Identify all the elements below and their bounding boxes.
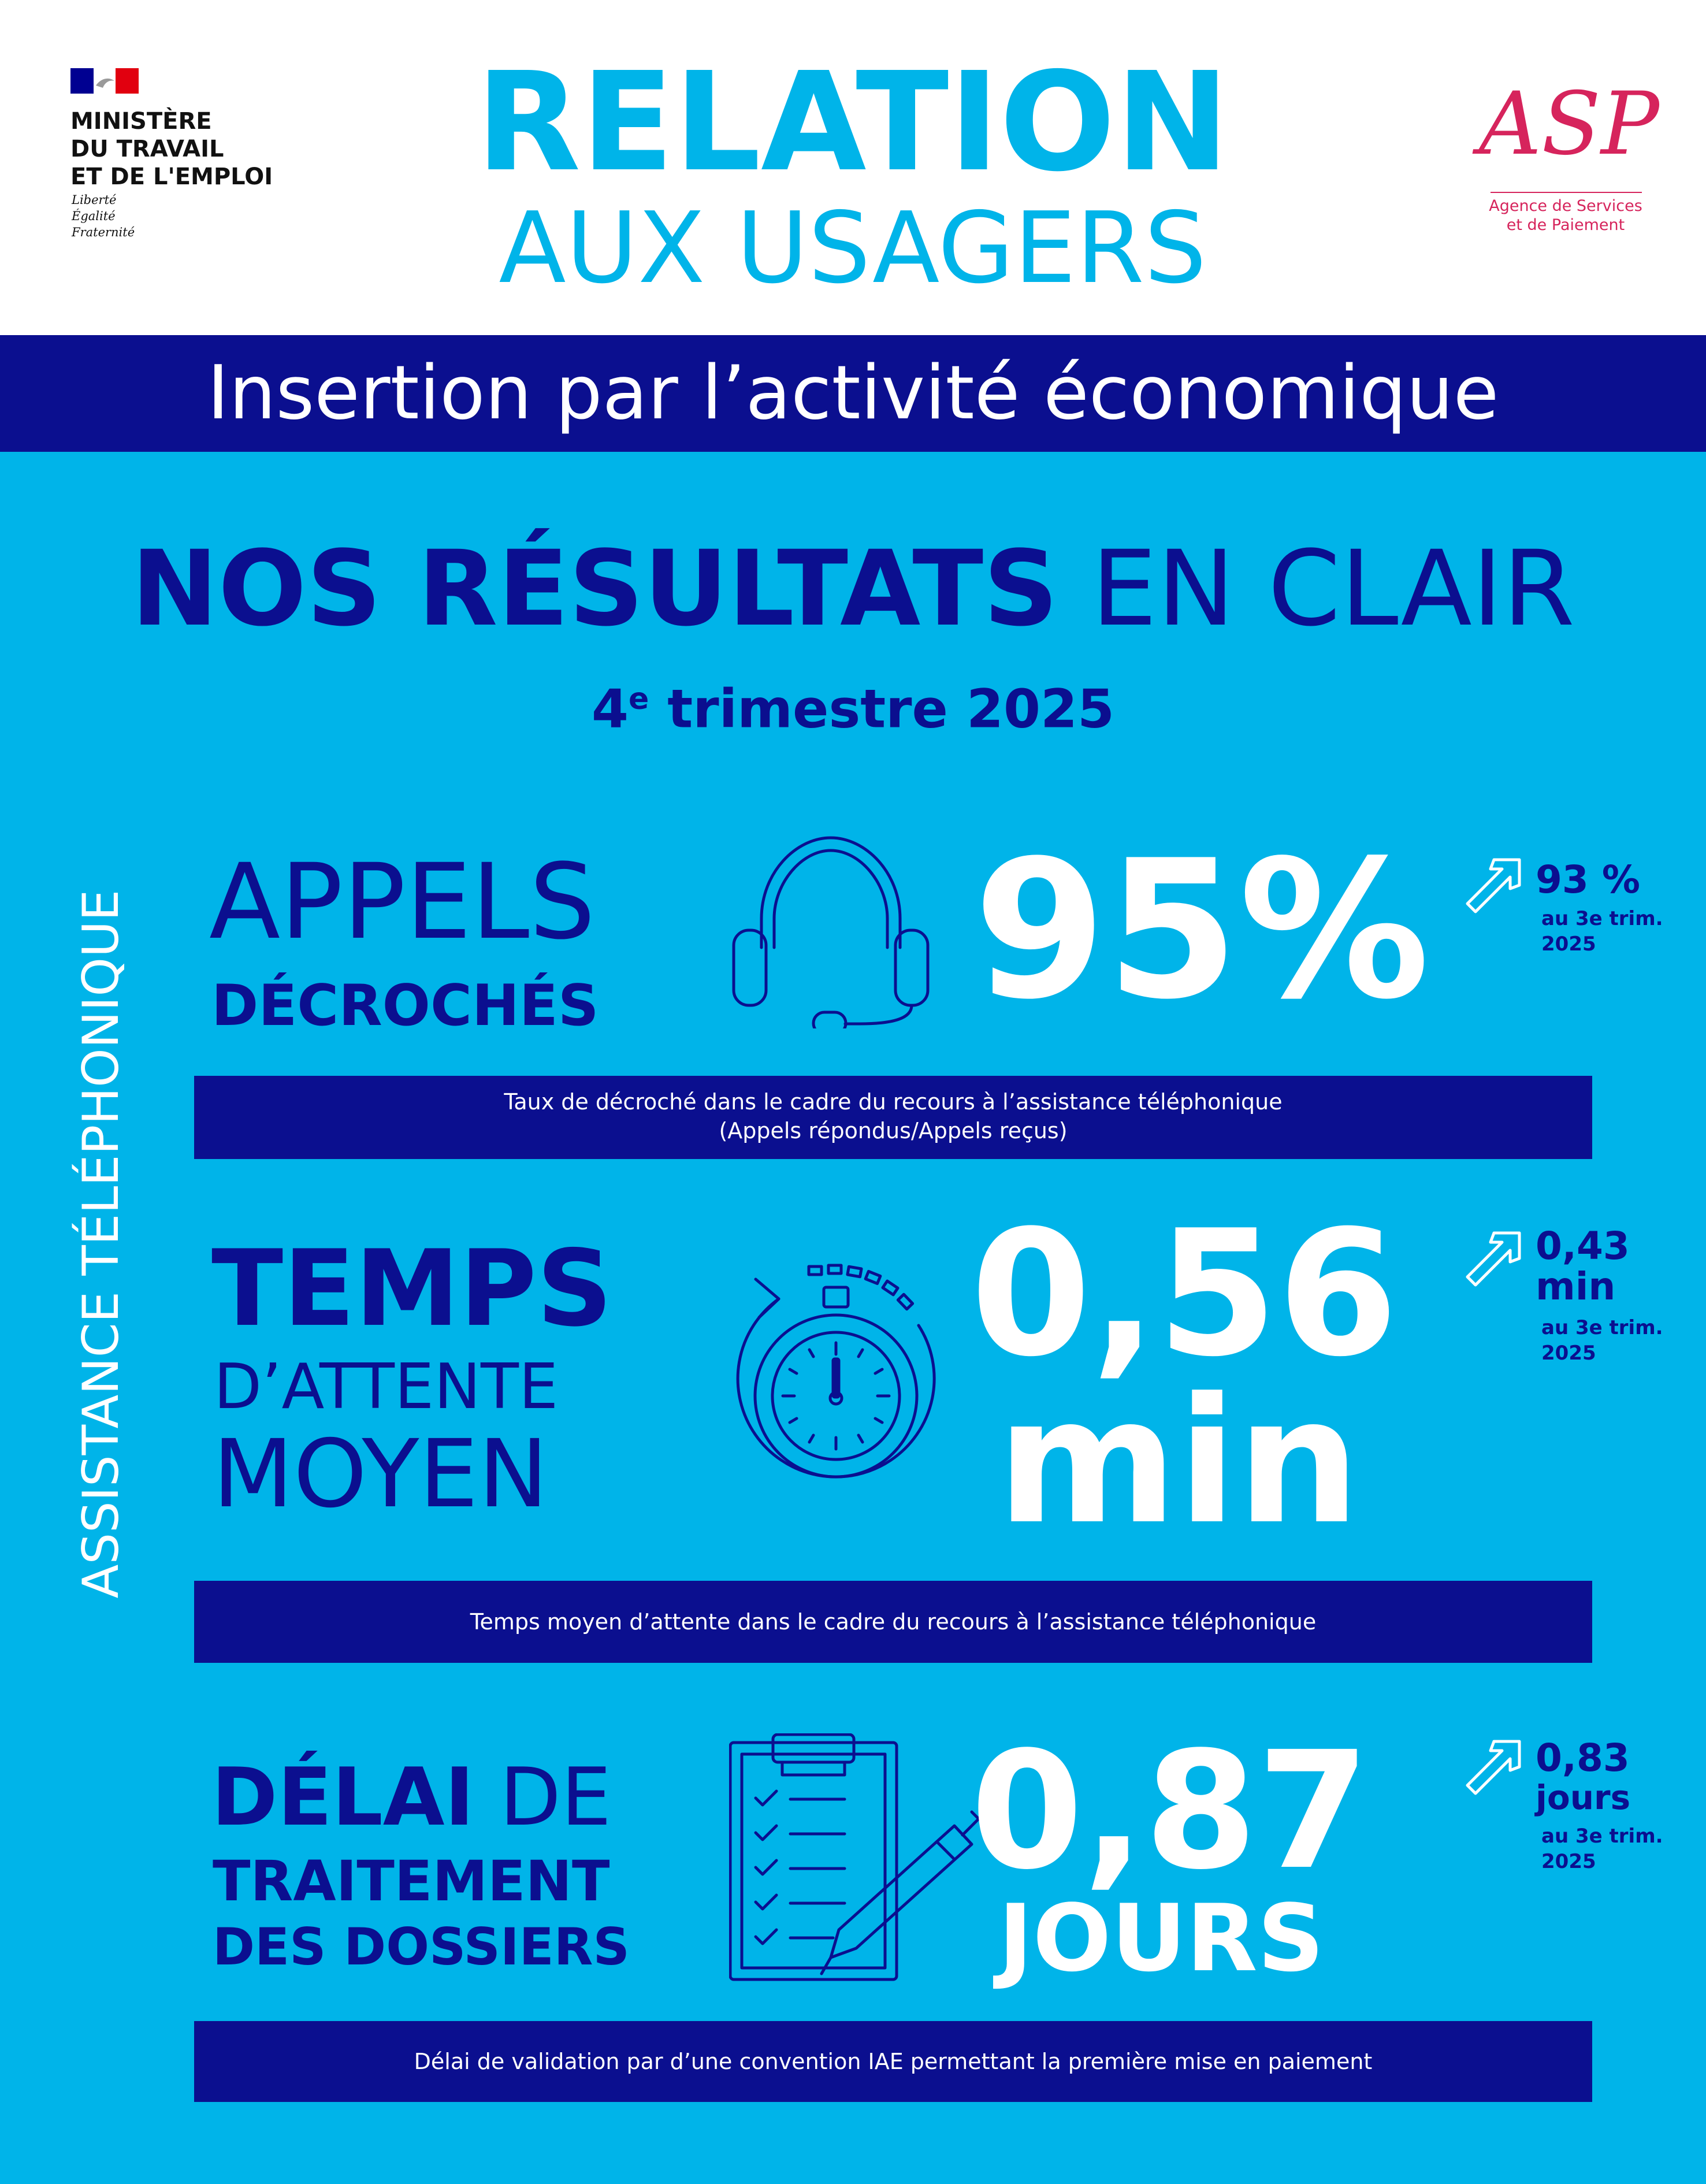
metric3-label-bold: DÉLAI <box>211 1751 474 1844</box>
motto-fraternite: Fraternité <box>72 225 135 239</box>
motto-liberte: Liberté <box>72 193 117 207</box>
metric3-value-number: 0,87 <box>971 1717 1370 1906</box>
period-number: 4 <box>591 678 629 740</box>
asp-subtitle-line2: et de Paiement <box>1506 216 1625 234</box>
header <box>0 0 1706 335</box>
metric3-label-light: DE <box>499 1751 612 1844</box>
metric2-label-line2: D’ATTENTE <box>214 1351 559 1423</box>
metric1-previous-value: 93 % <box>1536 857 1640 902</box>
metric2-description-line1: Temps moyen d’attente dans le cadre du r… <box>470 1609 1317 1635</box>
metric1-trend-arrow-icon <box>1462 854 1525 918</box>
metric3-previous-value: 0,83 <box>1536 1736 1630 1780</box>
metric3-previous-unit: jours <box>1536 1778 1631 1817</box>
metric2-previous-unit: min <box>1536 1264 1616 1309</box>
metric2-value-unit: min <box>997 1361 1361 1562</box>
section-title: NOS RÉSULTATS EN CLAIR <box>0 532 1706 647</box>
metric3-previous-ref: au 3e trim. <box>1541 1825 1663 1848</box>
metric3-value-unit: JOURS <box>998 1884 1324 1992</box>
main-title-line1: RELATION <box>475 43 1230 202</box>
metric1-label-line1: APPELS <box>209 842 596 963</box>
metric2-previous-ref: au 3e trim. <box>1541 1316 1663 1339</box>
metric1-description-box: Taux de décroché dans le cadre du recour… <box>194 1076 1592 1159</box>
metric3-description-line1: Délai de validation par d’une convention… <box>414 2049 1373 2074</box>
metric3-description-box: Délai de validation par d’une convention… <box>194 2021 1592 2102</box>
headset-icon <box>727 832 935 1028</box>
ministry-name-line3: ET DE L'EMPLOI <box>70 164 273 190</box>
metric2-value-number: 0,56 <box>971 1193 1399 1395</box>
metric2-description-box: Temps moyen d’attente dans le cadre du r… <box>194 1581 1592 1663</box>
metric1-previous-ref-text: au 3e trim. <box>1541 907 1663 930</box>
asp-divider <box>1491 192 1642 193</box>
asp-logo: ASP Agence de Services et de Paiement <box>1479 69 1660 243</box>
period-superscript: e <box>628 682 649 716</box>
metric3-label-line3: DES DOSSIERS <box>213 1917 630 1977</box>
ministry-name-line2: DU TRAVAIL <box>70 136 224 162</box>
stopwatch-icon <box>711 1257 959 1506</box>
main-title-line2: AUX USAGERS <box>499 191 1207 306</box>
metric3-label-line2: TRAITEMENT <box>213 1849 610 1914</box>
metric1-previous-ref: au 3e trim. <box>1541 906 1663 931</box>
metric2-previous-year: 2025 <box>1541 1342 1596 1365</box>
ministry-name-line1: MINISTÈRE <box>70 108 212 135</box>
period-subtitle: 4e trimestre 2025 <box>0 664 1706 740</box>
metric2-label-line1: TEMPS <box>211 1227 613 1350</box>
section-title-light: EN CLAIR <box>1091 529 1575 649</box>
period-rest: trimestre 2025 <box>649 678 1115 740</box>
metric3-trend-arrow-icon <box>1462 1736 1525 1799</box>
asp-subtitle-line1: Agence de Services <box>1489 197 1642 215</box>
metric2-label-line3: MOYEN <box>213 1420 548 1529</box>
asp-logo-text: ASP <box>1479 74 1660 174</box>
metric1-description-line1: Taux de décroché dans le cadre du recour… <box>504 1089 1283 1115</box>
ministry-logo: MINISTÈRE DU TRAVAIL ET DE L'EMPLOI Libe… <box>70 68 302 253</box>
program-title: Insertion par l’activité économique <box>207 350 1499 436</box>
metric2-previous-value: 0,43 <box>1536 1224 1630 1268</box>
metric1-label-line2: DÉCROCHÉS <box>211 973 599 1039</box>
program-band <box>0 335 1706 452</box>
metric3-label-line1: DÉLAI DE <box>211 1754 611 1841</box>
metric2-trend-arrow-icon <box>1462 1227 1525 1291</box>
clipboard-checklist-icon <box>729 1733 983 1982</box>
metric1-description-line2: (Appels répondus/Appels reçus) <box>719 1118 1068 1143</box>
marianne-flag-icon <box>70 68 139 94</box>
metric3-previous-year: 2025 <box>1541 1850 1596 1873</box>
metric1-value: 95% <box>973 819 1430 1041</box>
side-label: ASSISTANCE TÉLÉPHONIQUE <box>72 889 130 1599</box>
metric1-previous-year: 2025 <box>1541 933 1596 956</box>
section-title-bold: NOS RÉSULTATS <box>131 529 1058 649</box>
motto-egalite: Égalité <box>72 209 116 223</box>
